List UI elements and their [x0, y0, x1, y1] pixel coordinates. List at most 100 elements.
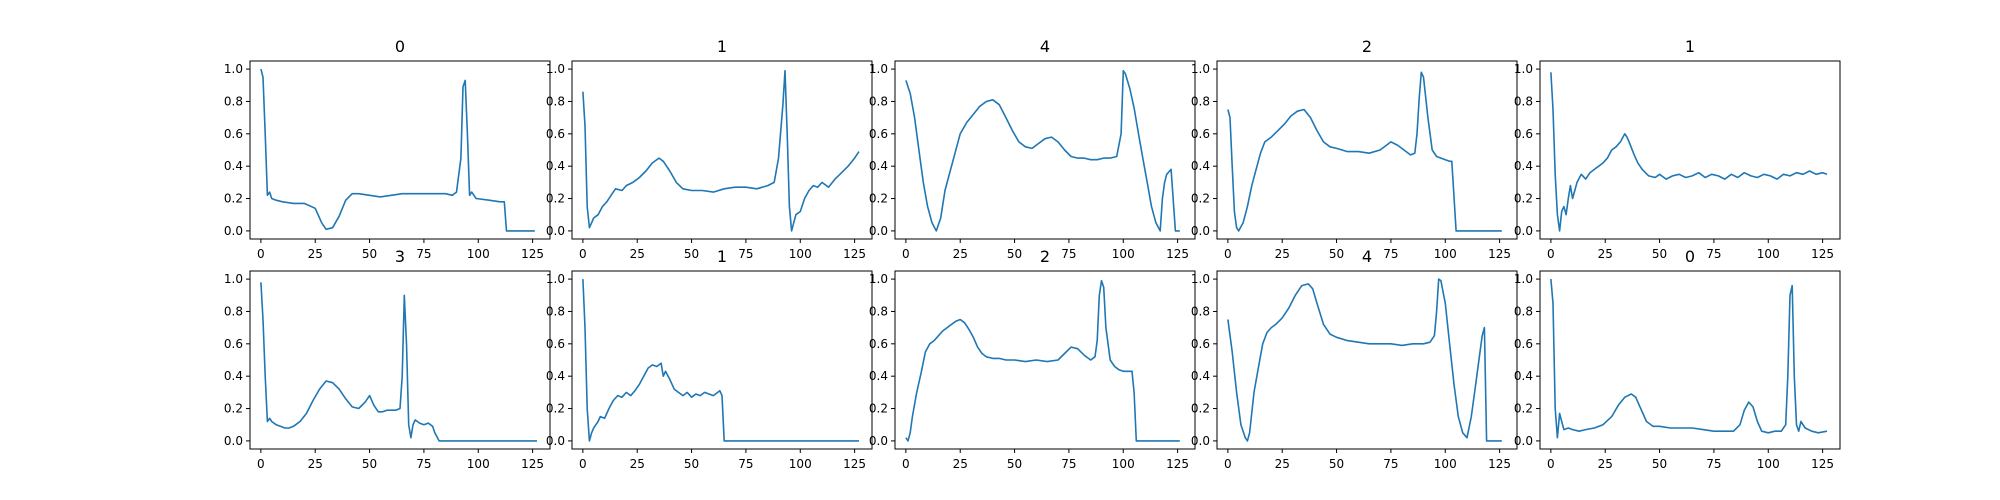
- x-tick-label: 100: [789, 457, 812, 471]
- x-tick-label: 25: [630, 457, 645, 471]
- x-tick-label: 25: [1598, 457, 1613, 471]
- y-tick-label: 0.0: [224, 224, 243, 238]
- x-tick-label: 50: [362, 457, 377, 471]
- series-line: [260, 282, 537, 442]
- x-tick-label: 75: [1706, 247, 1721, 261]
- y-tick-label: 1.0: [224, 62, 243, 76]
- x-tick-label: 50: [1329, 247, 1344, 261]
- y-tick-label: 0.8: [869, 304, 888, 318]
- y-tick-label: 0.2: [546, 192, 565, 206]
- x-tick-label: 50: [1007, 247, 1022, 261]
- y-tick-label: 1.0: [869, 62, 888, 76]
- y-tick-label: 0.4: [869, 159, 888, 173]
- x-tick-label: 75: [738, 457, 753, 471]
- subplot-title: 3: [395, 247, 405, 266]
- y-tick-label: 0.6: [869, 337, 888, 351]
- x-tick-label: 75: [1061, 247, 1076, 261]
- y-tick-label: 0.8: [546, 94, 565, 108]
- x-tick-label: 100: [1757, 247, 1780, 261]
- x-tick-label: 75: [416, 457, 431, 471]
- y-tick-label: 1.0: [546, 272, 565, 286]
- x-tick-label: 100: [1434, 457, 1457, 471]
- series-line: [582, 279, 859, 442]
- y-tick-label: 0.4: [1191, 159, 1210, 173]
- y-tick-label: 0.2: [546, 402, 565, 416]
- y-tick-label: 1.0: [1514, 272, 1533, 286]
- x-tick-label: 25: [1275, 247, 1290, 261]
- y-tick-label: 0.8: [224, 94, 243, 108]
- series-line: [1227, 71, 1502, 232]
- y-tick-label: 0.8: [224, 304, 243, 318]
- x-tick-label: 75: [1383, 457, 1398, 471]
- y-tick-label: 0.4: [224, 369, 243, 383]
- y-tick-label: 0.8: [1514, 304, 1533, 318]
- axes-frame: [1539, 60, 1841, 240]
- y-tick-label: 1.0: [1191, 272, 1210, 286]
- y-tick-label: 1.0: [1514, 62, 1533, 76]
- subplot-5: 3 0 25 50 75 100 125 0.0 0.2 0.4 0.6 0.8 1.0: [224, 247, 551, 471]
- series-line: [1550, 72, 1828, 232]
- y-tick-label: 0.2: [1191, 402, 1210, 416]
- axes-frame: [249, 60, 551, 240]
- y-tick-label: 0.0: [546, 434, 565, 448]
- y-tick-label: 0.4: [1514, 369, 1533, 383]
- x-tick-label: 50: [684, 457, 699, 471]
- y-tick-label: 0.8: [1191, 94, 1210, 108]
- y-tick-label: 0.0: [1514, 434, 1533, 448]
- y-tick-label: 0.0: [1191, 224, 1210, 238]
- y-tick-label: 0.0: [1191, 434, 1210, 448]
- y-tick-label: 0.2: [224, 402, 243, 416]
- axes-frame: [894, 60, 1196, 240]
- x-tick-label: 25: [308, 247, 323, 261]
- y-tick-label: 0.8: [546, 304, 565, 318]
- x-tick-label: 0: [579, 247, 587, 261]
- y-tick-label: 0.0: [1514, 224, 1533, 238]
- y-tick-label: 0.0: [869, 434, 888, 448]
- x-tick-label: 100: [789, 247, 812, 261]
- x-tick-label: 125: [521, 247, 544, 261]
- y-tick-label: 0.4: [224, 159, 243, 173]
- x-tick-label: 25: [953, 247, 968, 261]
- y-tick-label: 0.6: [224, 127, 243, 141]
- x-tick-label: 75: [1706, 457, 1721, 471]
- x-tick-label: 0: [1224, 457, 1232, 471]
- x-tick-label: 125: [843, 457, 866, 471]
- y-tick-label: 0.2: [224, 192, 243, 206]
- subplot-4: 1 0 25 50 75 100 125 0.0 0.2 0.4 0.6 0.8 1.0: [1514, 37, 1841, 261]
- x-tick-label: 0: [257, 247, 265, 261]
- subplot-title: 4: [1040, 37, 1050, 56]
- y-tick-label: 0.6: [1514, 337, 1533, 351]
- axes-frame: [1216, 60, 1518, 240]
- x-tick-label: 100: [1434, 247, 1457, 261]
- x-tick-label: 125: [521, 457, 544, 471]
- x-tick-label: 50: [684, 247, 699, 261]
- x-tick-label: 125: [1811, 457, 1834, 471]
- y-tick-label: 0.0: [869, 224, 888, 238]
- y-tick-label: 0.0: [224, 434, 243, 448]
- subplot-0: 0 0 25 50 75 100 125 0.0 0.2 0.4 0.6 0.8 1.0: [224, 37, 551, 261]
- series-line: [905, 69, 1180, 232]
- subplot-3: 2 0 25 50 75 100 125 0.0 0.2 0.4 0.6 0.8 1.0: [1191, 37, 1518, 261]
- subplot-title: 2: [1362, 37, 1372, 56]
- series-line: [1550, 279, 1828, 439]
- subplot-title: 0: [395, 37, 405, 56]
- subplot-title: 4: [1362, 247, 1372, 266]
- x-tick-label: 50: [1329, 457, 1344, 471]
- y-tick-label: 0.2: [869, 192, 888, 206]
- x-tick-label: 100: [1112, 247, 1135, 261]
- axes-frame: [1216, 270, 1518, 450]
- x-tick-label: 125: [1166, 457, 1189, 471]
- x-tick-label: 0: [1547, 457, 1555, 471]
- x-tick-label: 75: [416, 247, 431, 261]
- y-tick-label: 0.6: [869, 127, 888, 141]
- y-tick-label: 0.4: [546, 369, 565, 383]
- y-tick-label: 0.2: [869, 402, 888, 416]
- y-tick-label: 0.2: [1191, 192, 1210, 206]
- x-tick-label: 50: [1652, 457, 1667, 471]
- y-tick-label: 0.8: [869, 94, 888, 108]
- x-tick-label: 75: [1061, 457, 1076, 471]
- x-tick-label: 125: [1488, 457, 1511, 471]
- x-tick-label: 0: [1547, 247, 1555, 261]
- series-line: [582, 69, 860, 232]
- x-tick-label: 50: [1652, 247, 1667, 261]
